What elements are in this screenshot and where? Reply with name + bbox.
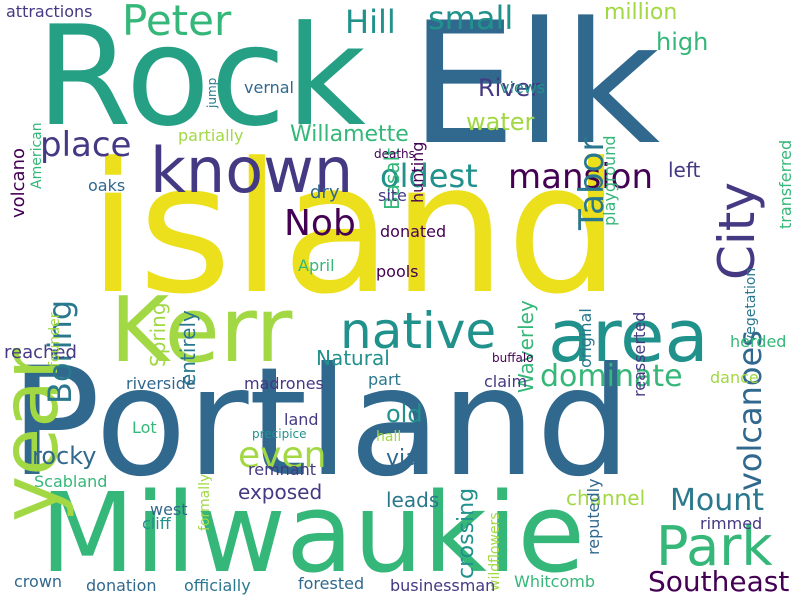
word-nob: Nob bbox=[284, 203, 356, 244]
word-remnant: remnant bbox=[248, 460, 317, 479]
word-milwaukie: Milwaukie bbox=[40, 469, 586, 597]
word-april: April bbox=[298, 256, 335, 275]
word-crossing: crossing bbox=[454, 487, 479, 579]
word-businessman: businessman bbox=[390, 576, 496, 595]
word-willamette: Willamette bbox=[290, 122, 409, 147]
word-volcanoes: volcanoes bbox=[731, 330, 769, 491]
word-channel: channel bbox=[566, 486, 646, 510]
word-old: old bbox=[386, 400, 423, 428]
word-formally: formally bbox=[197, 473, 213, 531]
word-original: original bbox=[576, 308, 595, 368]
word-native: native bbox=[340, 302, 497, 360]
word-leads: leads bbox=[386, 488, 440, 512]
word-even: even bbox=[238, 435, 327, 476]
word-west: west bbox=[150, 500, 188, 519]
word-herded: herded bbox=[730, 332, 787, 351]
word-portland: Portland bbox=[10, 336, 632, 510]
word-dance: dance bbox=[710, 368, 759, 387]
word-natural: Natural bbox=[316, 346, 390, 370]
word-american: American bbox=[29, 122, 45, 189]
word-place: place bbox=[40, 125, 132, 165]
word-oldest: oldest bbox=[380, 157, 478, 195]
word-rocky: rocky bbox=[32, 442, 97, 470]
word-attractions: attractions bbox=[6, 2, 93, 21]
word-part: part bbox=[368, 370, 401, 389]
word-area: area bbox=[548, 294, 709, 378]
word-buffalo: buffalo bbox=[492, 351, 534, 365]
word-vernal: vernal bbox=[244, 78, 294, 97]
word-hill: Hill bbox=[345, 3, 396, 41]
word-riverside: riverside bbox=[126, 374, 196, 393]
word-scabland: Scabland bbox=[34, 472, 108, 491]
word-reputedly: reputedly bbox=[584, 478, 603, 555]
word-forested: forested bbox=[298, 574, 365, 593]
word-mount: Mount bbox=[670, 483, 765, 518]
word-land: land bbox=[284, 410, 319, 429]
word-deaths: deaths bbox=[374, 147, 415, 161]
word-via: via bbox=[386, 446, 419, 471]
word-rimmed: rimmed bbox=[700, 514, 763, 533]
word-officially: officially bbox=[184, 576, 251, 595]
word-volcano: volcano bbox=[8, 147, 29, 218]
word-oaks: oaks bbox=[88, 176, 126, 195]
word-high: high bbox=[656, 28, 709, 56]
word-site: site bbox=[378, 186, 407, 205]
word-founder: founder bbox=[47, 312, 63, 368]
word-island: island bbox=[88, 125, 621, 334]
word-southeast: Southeast bbox=[648, 565, 790, 598]
word-claim: claim bbox=[484, 372, 528, 391]
word-dominate: dominate bbox=[540, 359, 683, 394]
word-reached: reached bbox=[4, 342, 77, 363]
word-crown: crown bbox=[14, 572, 63, 591]
word-cliff: cliff bbox=[142, 514, 171, 533]
word-spring: Spring bbox=[146, 302, 170, 367]
word-left: left bbox=[668, 158, 701, 182]
word-small: small bbox=[428, 0, 514, 37]
word-madrones: madrones bbox=[244, 374, 324, 393]
word-playground: playground bbox=[600, 135, 619, 226]
word-transferred: transferred bbox=[776, 139, 795, 229]
word-exposed: exposed bbox=[238, 480, 323, 504]
word-elk: Elk bbox=[410, 0, 661, 182]
word-jump: jump bbox=[205, 77, 219, 108]
word-partially: partially bbox=[178, 126, 244, 145]
word-pools: pools bbox=[376, 262, 419, 281]
word-donated: donated bbox=[380, 222, 447, 241]
word-known: known bbox=[150, 134, 354, 207]
word-lot: Lot bbox=[132, 418, 157, 437]
word-views: views bbox=[500, 78, 546, 97]
word-park: Park bbox=[656, 515, 773, 578]
word-reasserted: reasserted bbox=[630, 311, 649, 397]
word-city: City bbox=[708, 182, 766, 280]
word-water: water bbox=[466, 108, 535, 136]
word-kerr: Kerr bbox=[110, 278, 293, 383]
word-donation: donation bbox=[86, 576, 157, 595]
word-dry: dry bbox=[310, 182, 340, 203]
word-whitcomb: Whitcomb bbox=[514, 572, 596, 591]
word-peter: Peter bbox=[122, 0, 232, 45]
word-mansion: mansion bbox=[508, 157, 654, 197]
word-hall: hall bbox=[376, 429, 402, 445]
word-rock: Rock bbox=[36, 0, 366, 157]
word-river: River bbox=[478, 74, 541, 102]
word-million: million bbox=[604, 0, 678, 25]
word-precipice: precipice bbox=[252, 427, 307, 441]
